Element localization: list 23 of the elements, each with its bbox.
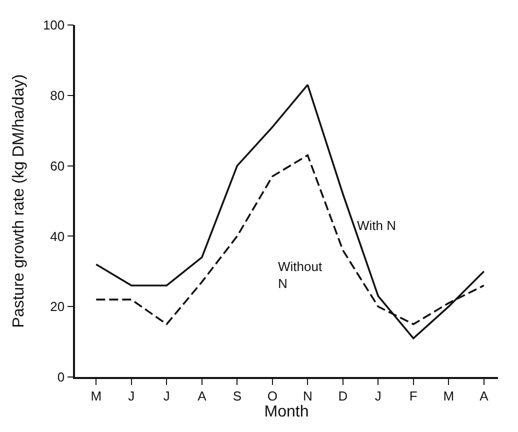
- x-tick-label: M: [90, 388, 102, 404]
- line-series: [95, 84, 485, 340]
- y-axis-title: Pasture growth rate (kg DM/ha/day): [10, 74, 28, 328]
- x-tick-label: J: [128, 388, 135, 404]
- x-tick-label: N: [302, 388, 312, 404]
- x-axis-title: Month: [264, 403, 309, 420]
- y-tick-label: 20: [50, 299, 65, 314]
- x-tick-label: O: [267, 388, 278, 404]
- x-tick-label: D: [338, 388, 348, 404]
- x-tick-label: S: [232, 388, 242, 404]
- x-tick-label: A: [480, 388, 489, 404]
- x-tick-label: J: [163, 388, 170, 404]
- x-tick-label: F: [409, 388, 418, 404]
- x-tick-label: A: [198, 388, 207, 404]
- series-label: With N: [357, 218, 396, 233]
- y-tick-label: 40: [50, 228, 65, 244]
- series-label: Without N: [278, 259, 322, 291]
- x-tick-label: M: [443, 388, 454, 404]
- y-tick-label: 0: [57, 370, 65, 385]
- y-tick-label: 60: [50, 158, 65, 174]
- y-tick-label: 100: [42, 18, 65, 33]
- y-tick-label: 80: [50, 88, 65, 103]
- x-tick-label: J: [374, 388, 382, 404]
